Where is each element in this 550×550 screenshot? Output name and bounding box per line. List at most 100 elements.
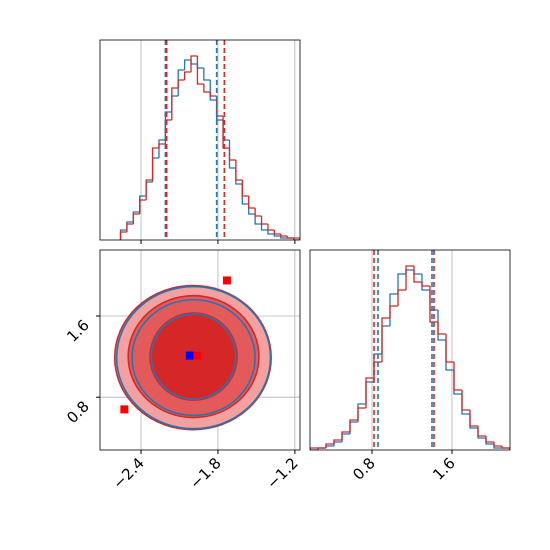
panel-title: 1.20+0.29 −0.30 <box>366 218 453 249</box>
hist-step <box>151 157 159 182</box>
hist-step <box>228 140 236 169</box>
hist-step <box>228 148 236 161</box>
hist-step <box>209 92 217 97</box>
hist-step <box>286 236 294 239</box>
hist-step <box>477 426 486 437</box>
y-tick-label: 0.8 <box>63 397 93 427</box>
hist-step <box>119 231 127 240</box>
hist-step <box>209 80 217 101</box>
hist-step <box>222 116 230 149</box>
hist-step <box>203 84 211 93</box>
hist-step <box>260 216 268 225</box>
hist-step <box>389 305 398 318</box>
marker <box>222 276 231 285</box>
hist-step <box>280 236 288 239</box>
hist-step <box>183 71 192 80</box>
axes-frame <box>99 39 301 241</box>
hist-step <box>429 286 438 323</box>
hist-step <box>293 237 300 240</box>
hist-step <box>397 273 406 294</box>
panel: 1.20+0.29 −0.30 <box>310 218 510 450</box>
hist-step <box>241 184 249 205</box>
hist-step <box>196 56 204 85</box>
hist-step <box>177 69 185 96</box>
x-tick-label: −1.2 <box>263 454 301 492</box>
title-lower: −0.30 <box>411 233 454 249</box>
panel: −1.98+0.22 −0.24 <box>119 8 300 240</box>
contour-level <box>150 313 237 401</box>
hist-step <box>254 208 262 217</box>
hist-step <box>445 340 454 371</box>
hist-step <box>158 139 166 158</box>
hist-step <box>171 87 179 120</box>
hist-step <box>381 325 390 354</box>
hist-step <box>365 377 374 408</box>
title-value: −1.98 <box>148 9 209 33</box>
title-upper: +0.29 <box>411 218 454 234</box>
contour-level <box>131 298 256 417</box>
hist-step <box>248 204 256 215</box>
hist-step <box>461 390 470 411</box>
hist-step <box>177 79 185 88</box>
contour-level <box>115 285 272 430</box>
hist-step <box>280 234 288 237</box>
title-lower: −0.24 <box>209 23 252 39</box>
hist-step <box>389 293 398 326</box>
hist-step <box>421 274 430 291</box>
axes-frame <box>99 249 301 451</box>
hist-step <box>493 442 502 447</box>
hist-step <box>469 410 478 427</box>
hist-step <box>397 289 406 306</box>
hist-step <box>267 224 275 231</box>
x-tick-label: 0.8 <box>349 454 379 484</box>
y-tick-label: 1.6 <box>63 316 93 346</box>
panel-title: −1.98+0.22 −0.24 <box>148 8 252 39</box>
marker <box>120 405 129 414</box>
hist-step <box>132 213 140 224</box>
hist-step <box>145 181 153 196</box>
hist-step <box>139 199 147 214</box>
hist-step <box>485 438 494 445</box>
x-tick-label: −2.4 <box>109 454 147 492</box>
hist-step <box>405 269 414 274</box>
hist-step <box>254 214 262 225</box>
hist-step <box>171 95 179 112</box>
title-upper: +0.22 <box>209 8 252 24</box>
hist-step <box>248 196 256 209</box>
hist-step <box>260 224 268 231</box>
hist-step <box>437 322 446 335</box>
hist-step <box>341 431 350 440</box>
hist-step <box>405 265 414 290</box>
title-value: 1.20 <box>366 219 411 243</box>
hist-step <box>357 407 366 420</box>
hist-step <box>273 234 281 237</box>
hist-step <box>235 168 243 185</box>
x-tick-label: −1.8 <box>186 454 224 492</box>
hist-step <box>158 143 166 148</box>
marker <box>185 351 194 360</box>
hist-step <box>453 362 462 391</box>
hist-step <box>190 60 198 65</box>
hist-step <box>413 270 422 275</box>
axes-frame <box>309 249 511 451</box>
hist-step <box>292 238 300 240</box>
hist-step <box>241 180 249 197</box>
hist-step <box>310 447 318 450</box>
hist-step <box>126 223 134 232</box>
hist-step <box>357 403 366 422</box>
hist-step <box>151 147 159 180</box>
hist-step <box>235 160 243 181</box>
hist-step <box>203 68 211 81</box>
hist-step <box>325 443 334 448</box>
hist-step <box>381 317 390 362</box>
hist-step <box>190 55 198 72</box>
hist-step <box>273 230 281 235</box>
hist-step <box>145 179 153 200</box>
marker <box>193 351 202 360</box>
hist-step <box>349 421 358 434</box>
hist-step <box>349 419 358 432</box>
hist-step <box>461 394 470 415</box>
hist-step <box>437 310 446 341</box>
hist-step <box>196 64 204 69</box>
